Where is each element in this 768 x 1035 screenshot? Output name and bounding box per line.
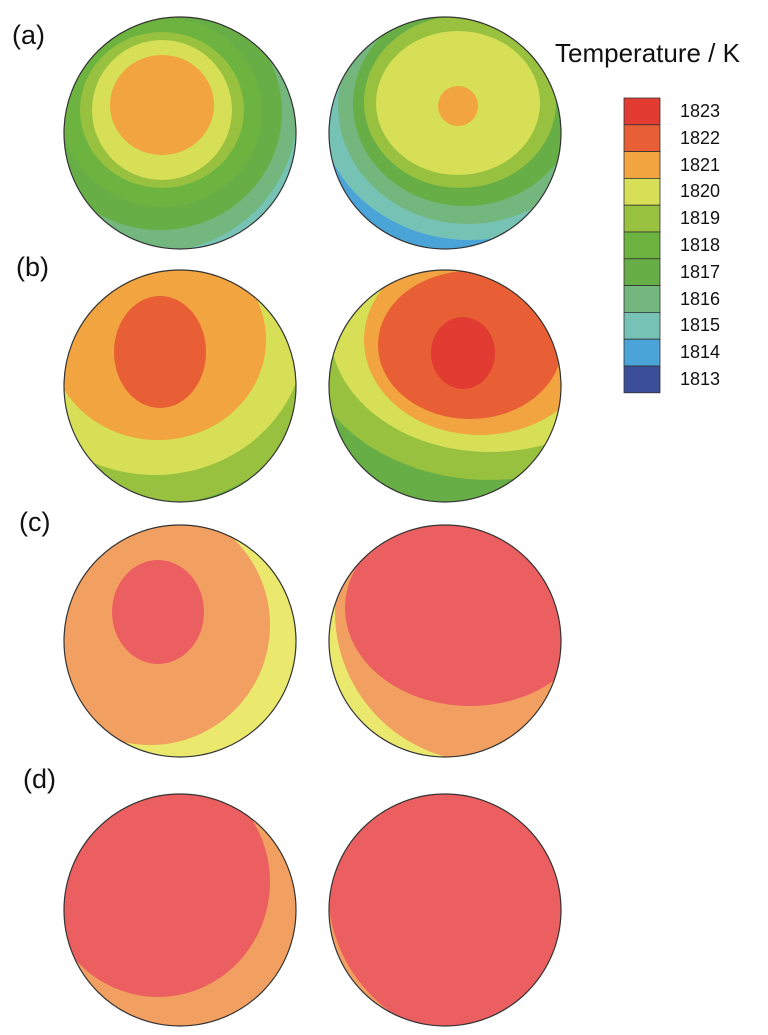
legend-swatch-1818 xyxy=(623,231,661,260)
legend-swatch-1822 xyxy=(623,124,661,153)
disc-outline xyxy=(328,793,562,1027)
legend-color-bar xyxy=(623,97,661,394)
contour-b-right xyxy=(329,270,561,502)
contour-a-left xyxy=(64,17,296,249)
legend-swatch-1814 xyxy=(623,338,661,367)
legend-tick-label: 1823 xyxy=(680,101,721,121)
legend-swatch-1820 xyxy=(623,177,661,206)
legend-tick-label: 1819 xyxy=(680,208,721,229)
legend-swatch-1821 xyxy=(623,151,661,179)
panel-label-b: (b) xyxy=(16,252,49,282)
legend-swatch-1823 xyxy=(623,97,661,126)
legend-swatch-1813 xyxy=(623,365,661,394)
disc-outline xyxy=(63,793,297,1027)
contour-d-right xyxy=(329,794,561,1026)
legend-swatch-1815 xyxy=(623,311,661,340)
panel-label-c: (c) xyxy=(19,507,51,537)
legend-tick-label: 1816 xyxy=(680,288,721,309)
legend-tick-label: 1813 xyxy=(680,369,721,389)
legend-tick-label: 1821 xyxy=(680,154,721,175)
panel-label-a: (a) xyxy=(12,20,45,50)
legend-tick-label: 1820 xyxy=(680,181,721,202)
legend-tick-label: 1818 xyxy=(680,235,721,255)
disc-outline xyxy=(63,16,297,250)
contour-c-right xyxy=(329,525,561,757)
disc-outline xyxy=(328,524,562,758)
legend-swatch-1819 xyxy=(623,204,661,233)
legend-tick-label: 1815 xyxy=(680,315,721,336)
legend-title: Temperature / K xyxy=(555,38,740,68)
contour-d-left xyxy=(64,794,296,1026)
disc-outline xyxy=(63,269,297,503)
legend-swatch-1816 xyxy=(623,285,661,313)
legend-tick-label: 1814 xyxy=(680,342,721,363)
disc-outline xyxy=(63,524,297,758)
disc-outline xyxy=(328,16,562,250)
contour-c-left xyxy=(64,525,296,757)
legend-swatch-1817 xyxy=(623,258,661,286)
disc-outline xyxy=(328,269,562,503)
legend-tick-label: 1817 xyxy=(680,261,721,282)
panel-label-d: (d) xyxy=(23,764,56,794)
contour-a-right xyxy=(329,17,561,249)
legend-tick-label: 1822 xyxy=(680,127,721,148)
